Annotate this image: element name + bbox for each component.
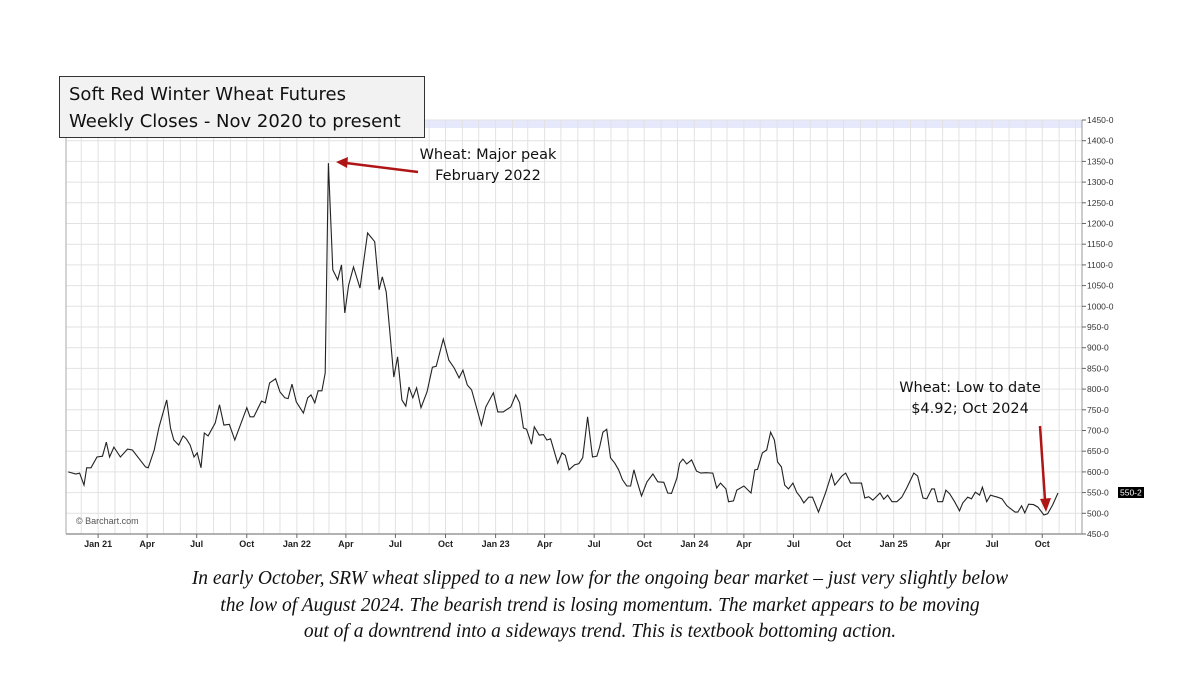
y-tick-label: 1450-0 — [1087, 115, 1114, 125]
chart-subtitle: Weekly Closes - Nov 2020 to present — [69, 111, 401, 132]
x-tick-label: Jan 22 — [283, 539, 311, 549]
y-tick-label: 750-0 — [1087, 405, 1109, 415]
x-tick-label: Jul — [787, 539, 800, 549]
x-tick-label: Jul — [986, 539, 999, 549]
horizontal-gridlines — [66, 119, 1082, 535]
y-tick-label: 1300-0 — [1087, 177, 1114, 187]
x-tick-label: Oct — [239, 539, 254, 549]
low-annotation-line1: Wheat: Low to date — [899, 380, 1041, 396]
x-tick-label: Jul — [389, 539, 402, 549]
y-tick-label: 450-0 — [1087, 529, 1109, 539]
x-tick-label: Apr — [935, 539, 951, 549]
peak-annotation-line2: February 2022 — [435, 168, 541, 184]
x-tick-label: Oct — [637, 539, 652, 549]
y-tick-label: 600-0 — [1087, 467, 1109, 477]
x-tick-label: Apr — [736, 539, 752, 549]
y-tick-label: 550-0 — [1087, 488, 1109, 498]
y-tick-label: 1050-0 — [1087, 281, 1114, 291]
x-tick-label: Jan 25 — [880, 539, 908, 549]
y-axis-ticks: 1450-0 1400-0 1350-0 1300-0 1250-0 1200-0 1150… — [1082, 115, 1114, 539]
y-tick-label: 1000-0 — [1087, 301, 1114, 311]
x-tick-label: Apr — [338, 539, 354, 549]
y-tick-label: 1150-0 — [1087, 239, 1113, 249]
barchart-credit: © Barchart.com — [76, 516, 139, 526]
chart-title-box: Soft Red Winter Wheat Futures Weekly Clo… — [59, 76, 425, 138]
x-tick-label: Jan 23 — [482, 539, 510, 549]
x-axis-ticks: Jan 21 Apr Jul Oct Jan 22 Apr Jul Oct Jan 23 Apr J… — [84, 534, 1050, 549]
last-price-tag-background — [1118, 486, 1144, 498]
y-tick-label: 850-0 — [1087, 363, 1109, 373]
top-band — [66, 120, 1082, 128]
y-tick-label: 1200-0 — [1087, 219, 1114, 229]
x-tick-label: Oct — [438, 539, 453, 549]
x-tick-label: Jan 21 — [84, 539, 112, 549]
x-tick-label: Apr — [537, 539, 553, 549]
low-annotation: Wheat: Low to date $4.92; Oct 2024 — [890, 378, 1050, 420]
y-tick-label: 1400-0 — [1087, 136, 1114, 146]
peak-annotation-line1: Wheat: Major peak — [419, 147, 557, 163]
last-price-label: 550-2 — [1120, 487, 1142, 497]
peak-annotation: Wheat: Major peak February 2022 — [408, 145, 568, 187]
y-tick-label: 1350-0 — [1087, 156, 1114, 166]
price-chart: 1450-0 1400-0 1350-0 1300-0 1250-0 1200-0 1150… — [65, 115, 1144, 549]
x-tick-label: Jul — [190, 539, 203, 549]
low-arrow — [1038, 425, 1051, 512]
y-tick-label: 700-0 — [1087, 426, 1109, 436]
caption: In early October, SRW wheat slipped to a… — [0, 566, 1200, 646]
y-tick-label: 500-0 — [1087, 508, 1109, 518]
chart-title: Soft Red Winter Wheat Futures — [69, 84, 347, 105]
y-tick-label: 1250-0 — [1087, 198, 1114, 208]
x-tick-label: Oct — [836, 539, 851, 549]
low-annotation-line2: $4.92; Oct 2024 — [911, 401, 1029, 417]
y-tick-label: 950-0 — [1087, 322, 1109, 332]
y-tick-label: 650-0 — [1087, 446, 1109, 456]
caption-line2: the low of August 2024. The bearish tren… — [220, 594, 980, 616]
x-tick-label: Jan 24 — [680, 539, 708, 549]
x-tick-label: Apr — [139, 539, 155, 549]
x-tick-label: Jul — [588, 539, 601, 549]
peak-arrow — [336, 157, 419, 174]
price-line — [68, 163, 1059, 516]
y-tick-label: 900-0 — [1087, 343, 1109, 353]
x-tick-label: Oct — [1035, 539, 1050, 549]
y-tick-label: 1100-0 — [1087, 260, 1113, 270]
last-price-tag: 550-2 — [1118, 486, 1144, 498]
y-tick-label: 800-0 — [1087, 384, 1109, 394]
caption-line3: out of a downtrend into a sideways trend… — [303, 621, 897, 642]
caption-line1: In early October, SRW wheat slipped to a… — [191, 568, 1009, 589]
